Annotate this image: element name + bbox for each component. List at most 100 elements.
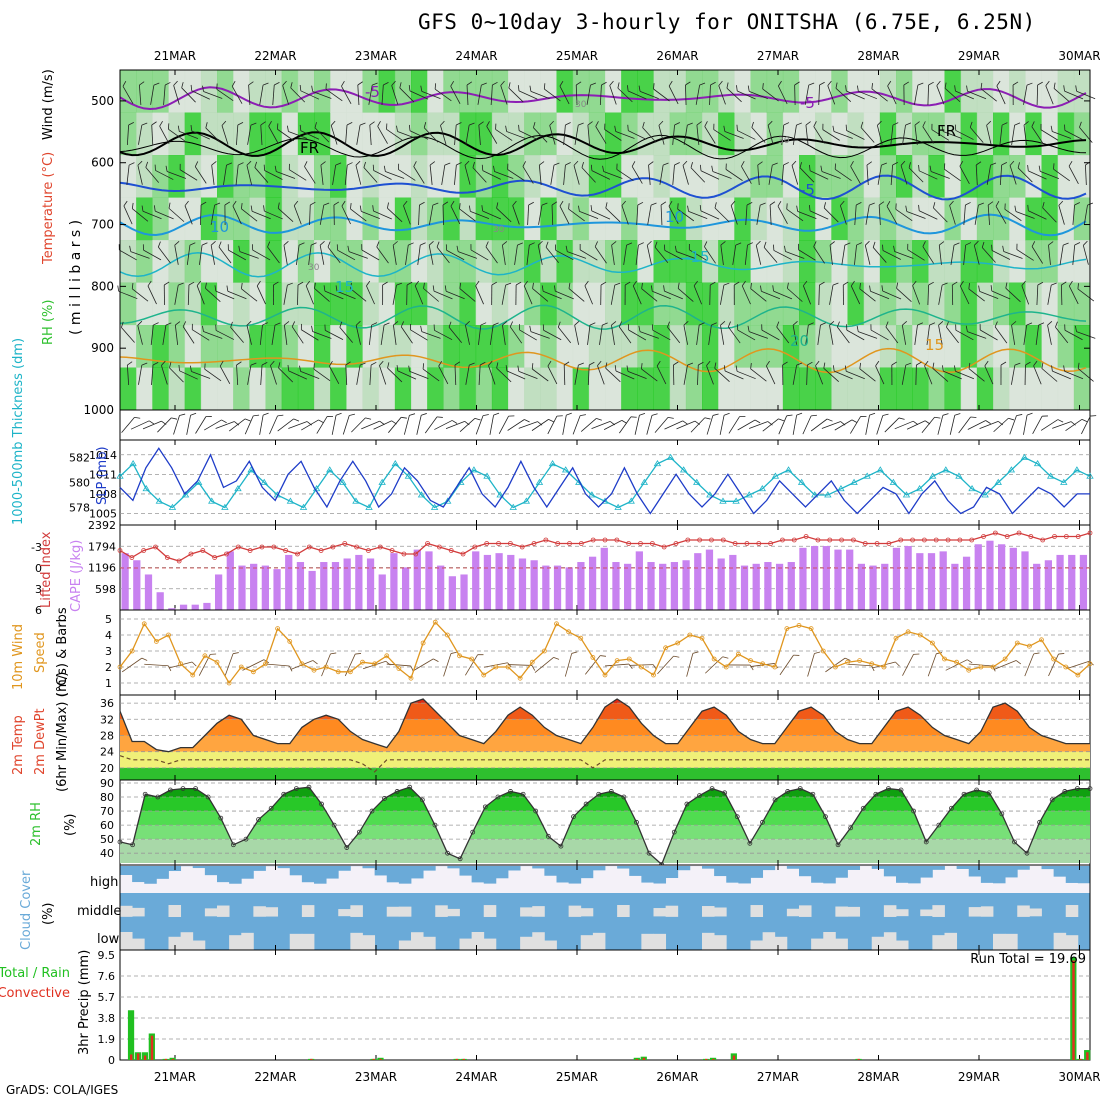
cloud-low-gap bbox=[483, 938, 497, 950]
barb-flag bbox=[1051, 365, 1053, 372]
wind-barb-10m bbox=[168, 661, 197, 669]
barb-flag bbox=[433, 324, 435, 331]
barb-staff bbox=[465, 125, 470, 145]
barb-staff bbox=[465, 325, 470, 345]
barb-flag bbox=[442, 201, 449, 206]
rh-cell bbox=[879, 325, 897, 368]
tick-label: 60 bbox=[100, 819, 114, 832]
barb-flag bbox=[248, 81, 254, 86]
thickness-point bbox=[666, 453, 675, 460]
barb-flag bbox=[408, 85, 411, 91]
barb-staff bbox=[373, 210, 392, 220]
barb-flag bbox=[137, 320, 143, 326]
thickness-point bbox=[1060, 478, 1068, 485]
wind-barb bbox=[949, 200, 956, 225]
rh-cell bbox=[1041, 112, 1059, 156]
barb-staff bbox=[931, 129, 950, 141]
top-date-label: 22MAR bbox=[254, 49, 296, 63]
barb-staff bbox=[475, 415, 484, 435]
barb-staff bbox=[762, 88, 779, 102]
barb-flag bbox=[783, 162, 789, 166]
barb-staff bbox=[834, 168, 852, 182]
lifted-index-line bbox=[119, 532, 1091, 562]
wind-barb bbox=[260, 362, 268, 386]
cloud-high-bar bbox=[908, 866, 921, 884]
wind-barb bbox=[747, 325, 769, 339]
bottom-date-axis: 21MAR 22MAR 23MAR 24MAR 25MAR 26MAR 27MAR 28MAR… bbox=[154, 1070, 1100, 1084]
barb-staff bbox=[397, 370, 417, 380]
wind-barb bbox=[202, 85, 223, 99]
barb-flag bbox=[871, 665, 875, 672]
thickness-point bbox=[561, 466, 570, 473]
wind-speed-point bbox=[893, 635, 899, 641]
cape-bar bbox=[1009, 547, 1017, 610]
cloud-high-bar bbox=[289, 866, 303, 876]
cloud-high-bar bbox=[641, 866, 654, 883]
wind-barb bbox=[778, 80, 788, 105]
barb-staff bbox=[399, 87, 415, 103]
barb-staff bbox=[345, 124, 348, 146]
wind-barb-10m bbox=[686, 651, 699, 677]
rh-cell bbox=[297, 282, 315, 326]
rh-cell bbox=[443, 367, 460, 411]
wind-barb bbox=[786, 203, 804, 222]
wind-barb bbox=[626, 85, 647, 100]
barb-staff bbox=[150, 85, 155, 105]
barb-staff bbox=[429, 165, 433, 185]
barb-flag bbox=[345, 361, 351, 366]
barb-flag bbox=[559, 80, 564, 87]
rh-cell bbox=[330, 70, 347, 113]
rh-cell bbox=[378, 197, 396, 241]
barb-flag bbox=[811, 414, 817, 417]
barb-flag bbox=[663, 285, 665, 292]
wind-barb bbox=[719, 282, 730, 305]
slp-grid bbox=[120, 440, 1090, 525]
wind-barb bbox=[311, 85, 332, 99]
barb-flag bbox=[398, 163, 400, 170]
thickness-point bbox=[719, 497, 727, 504]
rh-cell bbox=[605, 282, 622, 326]
barb-staff bbox=[442, 204, 444, 226]
wind-barb bbox=[750, 282, 767, 302]
rh-cell bbox=[200, 325, 218, 368]
cloud-low-gap bbox=[544, 940, 557, 950]
tick-label: 24 bbox=[100, 746, 114, 759]
rh-cell bbox=[653, 325, 671, 368]
rh-band bbox=[120, 825, 1090, 840]
rh-cell bbox=[588, 325, 606, 368]
temperature-contour bbox=[119, 134, 1087, 160]
rh-cell bbox=[734, 240, 751, 283]
wind-barb bbox=[433, 324, 453, 341]
barb-flag bbox=[188, 281, 195, 286]
barb-staff bbox=[585, 655, 601, 675]
wind-barb bbox=[792, 362, 803, 385]
barb-staff bbox=[1082, 245, 1089, 265]
barb-flag bbox=[250, 122, 257, 126]
rh-cell bbox=[524, 70, 541, 113]
barb-staff bbox=[332, 165, 337, 185]
cloud-high-bar bbox=[423, 866, 436, 871]
barb-staff bbox=[959, 166, 970, 184]
barb-flag bbox=[355, 320, 361, 326]
rh-cell bbox=[572, 197, 590, 241]
wind-barb bbox=[283, 241, 289, 265]
cloud-high-bar bbox=[192, 866, 206, 869]
surface-barb bbox=[228, 418, 251, 432]
barb-flag bbox=[730, 200, 736, 206]
barb-flag bbox=[711, 322, 717, 326]
barb-flag bbox=[714, 202, 717, 209]
wind-barb bbox=[496, 202, 512, 223]
wind-barb bbox=[221, 120, 229, 145]
rh-cell bbox=[427, 367, 444, 411]
top-date-label: 29MAR bbox=[958, 49, 1000, 63]
surface-barb bbox=[884, 417, 905, 433]
rh-cell bbox=[685, 70, 703, 113]
barb-staff bbox=[547, 365, 558, 385]
barb-flag bbox=[512, 200, 517, 206]
rh-point bbox=[344, 845, 350, 850]
barb-flag bbox=[274, 165, 277, 172]
cloud-high-bar bbox=[1065, 866, 1079, 883]
wind-barb bbox=[697, 361, 704, 386]
cape-bar bbox=[296, 562, 305, 610]
wind-barb bbox=[926, 322, 936, 345]
